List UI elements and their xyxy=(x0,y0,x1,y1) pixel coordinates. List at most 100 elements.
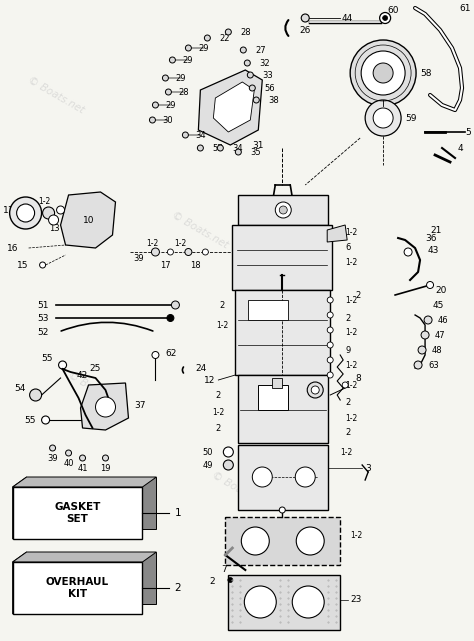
Bar xyxy=(235,290,330,375)
Circle shape xyxy=(102,455,109,461)
Bar xyxy=(238,445,328,510)
Text: 16: 16 xyxy=(7,244,18,253)
Text: 35: 35 xyxy=(250,147,261,156)
Polygon shape xyxy=(13,477,27,539)
Text: 8: 8 xyxy=(355,374,361,383)
Polygon shape xyxy=(27,477,156,529)
Text: 39: 39 xyxy=(47,453,58,463)
Circle shape xyxy=(182,132,188,138)
Circle shape xyxy=(414,361,422,369)
Circle shape xyxy=(218,145,223,151)
Text: 61: 61 xyxy=(459,3,471,13)
Text: 58: 58 xyxy=(420,69,431,78)
Circle shape xyxy=(241,527,269,555)
Text: 1-2: 1-2 xyxy=(345,413,357,422)
Text: 63: 63 xyxy=(428,360,439,369)
Text: 2: 2 xyxy=(345,428,350,437)
Bar xyxy=(225,517,340,565)
Text: 54: 54 xyxy=(14,383,26,392)
Circle shape xyxy=(172,301,179,309)
Text: 32: 32 xyxy=(259,58,270,67)
Circle shape xyxy=(152,351,159,358)
Text: 44: 44 xyxy=(342,13,353,22)
Circle shape xyxy=(307,382,323,398)
Circle shape xyxy=(169,57,175,63)
Circle shape xyxy=(373,108,393,128)
Polygon shape xyxy=(13,552,156,562)
Text: 1-2: 1-2 xyxy=(345,381,357,390)
Circle shape xyxy=(153,102,158,108)
Circle shape xyxy=(165,89,172,95)
Text: 25: 25 xyxy=(90,363,101,372)
Text: 1-2: 1-2 xyxy=(216,320,228,329)
Circle shape xyxy=(327,297,333,303)
Text: 1-2: 1-2 xyxy=(345,360,357,369)
Text: 2: 2 xyxy=(216,390,221,399)
Circle shape xyxy=(418,346,426,354)
Circle shape xyxy=(163,75,168,81)
Text: 53: 53 xyxy=(37,313,48,322)
Text: 48: 48 xyxy=(432,345,443,354)
Text: 36: 36 xyxy=(425,233,437,242)
Bar xyxy=(238,375,328,443)
Circle shape xyxy=(225,29,231,35)
Text: 12: 12 xyxy=(204,376,215,385)
Text: 9: 9 xyxy=(345,345,350,354)
Text: 7: 7 xyxy=(221,565,227,574)
Circle shape xyxy=(327,357,333,363)
Text: © Boats.net: © Boats.net xyxy=(171,210,230,250)
Circle shape xyxy=(296,527,324,555)
Circle shape xyxy=(249,85,255,91)
Polygon shape xyxy=(13,552,27,614)
Text: 10: 10 xyxy=(83,215,94,224)
Circle shape xyxy=(40,262,46,268)
Text: 30: 30 xyxy=(163,115,173,124)
Circle shape xyxy=(404,248,412,256)
Circle shape xyxy=(167,249,173,255)
Text: 2: 2 xyxy=(355,290,360,299)
Text: 20: 20 xyxy=(435,285,447,294)
Circle shape xyxy=(361,51,405,95)
Text: 50: 50 xyxy=(203,447,213,456)
Text: 41: 41 xyxy=(77,463,88,472)
Text: 59: 59 xyxy=(405,113,417,122)
Text: 29: 29 xyxy=(175,74,186,83)
Circle shape xyxy=(204,35,210,41)
Text: 31: 31 xyxy=(253,140,264,149)
Circle shape xyxy=(311,386,319,394)
Text: 46: 46 xyxy=(438,315,449,324)
Text: 2: 2 xyxy=(345,313,350,322)
Text: 2: 2 xyxy=(345,397,350,406)
Text: 1: 1 xyxy=(174,508,181,518)
Text: 11: 11 xyxy=(3,206,15,215)
Circle shape xyxy=(247,72,253,78)
Bar xyxy=(13,487,143,539)
Text: 34: 34 xyxy=(195,131,206,140)
Circle shape xyxy=(327,327,333,333)
Text: 43: 43 xyxy=(427,246,438,254)
Circle shape xyxy=(197,145,203,151)
Text: 2: 2 xyxy=(174,583,181,593)
Text: 34: 34 xyxy=(232,144,243,153)
Text: © Boats.net: © Boats.net xyxy=(26,75,85,115)
Circle shape xyxy=(279,206,287,214)
Circle shape xyxy=(424,316,432,324)
Text: 2: 2 xyxy=(220,301,225,310)
Circle shape xyxy=(342,382,348,388)
Circle shape xyxy=(244,60,250,66)
Circle shape xyxy=(279,507,285,513)
Circle shape xyxy=(275,202,291,218)
Text: 51: 51 xyxy=(37,301,48,310)
Text: 29: 29 xyxy=(165,101,176,110)
Text: 62: 62 xyxy=(165,349,177,358)
Text: 45: 45 xyxy=(433,301,445,310)
Circle shape xyxy=(228,578,233,583)
Text: 1-2: 1-2 xyxy=(174,238,187,247)
Text: 15: 15 xyxy=(17,260,28,269)
Circle shape xyxy=(42,416,50,424)
Text: 47: 47 xyxy=(435,331,446,340)
Text: 3: 3 xyxy=(365,463,371,472)
Circle shape xyxy=(202,249,209,255)
Text: 21: 21 xyxy=(430,226,441,235)
Circle shape xyxy=(9,197,42,229)
